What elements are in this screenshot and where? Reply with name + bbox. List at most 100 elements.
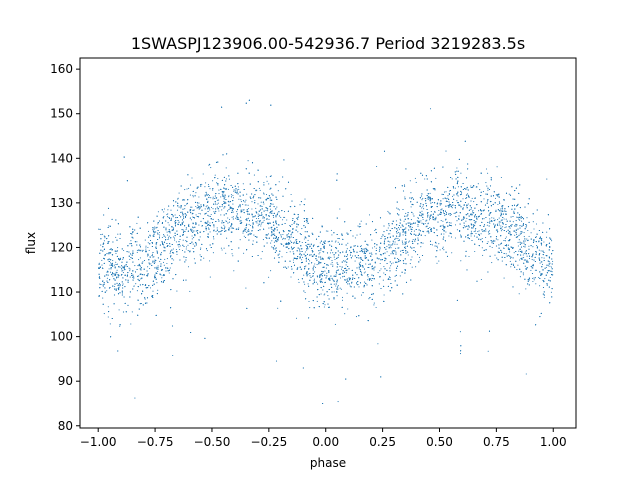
data-point: [442, 211, 445, 213]
data-point: [164, 258, 166, 260]
data-point: [420, 220, 422, 222]
data-point: [349, 250, 351, 252]
data-point: [336, 272, 338, 274]
data-point: [220, 196, 222, 198]
data-point: [491, 246, 493, 249]
data-point: [166, 216, 169, 218]
data-point: [459, 234, 462, 236]
data-point: [319, 242, 321, 244]
data-point: [526, 238, 528, 240]
data-point: [139, 250, 141, 252]
data-point: [444, 215, 446, 217]
data-point: [346, 283, 349, 285]
data-point: [523, 259, 525, 261]
data-point: [421, 222, 423, 224]
data-point: [512, 263, 514, 265]
data-point: [310, 244, 312, 246]
data-point: [497, 219, 499, 221]
data-point: [199, 184, 202, 186]
data-point: [223, 247, 225, 249]
data-point: [227, 217, 229, 219]
data-point: [116, 282, 118, 284]
data-point: [507, 244, 510, 246]
data-point: [273, 241, 275, 243]
data-point: [394, 241, 396, 243]
data-point: [226, 237, 228, 239]
data-point: [524, 251, 526, 253]
data-point: [218, 210, 220, 212]
data-point: [268, 227, 270, 229]
data-point: [421, 207, 423, 209]
data-point: [487, 350, 489, 352]
data-point: [243, 252, 245, 254]
data-point: [378, 258, 380, 260]
data-point: [347, 242, 349, 244]
data-point: [429, 108, 432, 110]
data-point: [400, 219, 402, 221]
data-point: [354, 245, 356, 247]
data-point: [498, 222, 500, 224]
data-point: [431, 244, 434, 246]
data-point: [467, 194, 469, 196]
data-point: [449, 190, 451, 192]
data-point: [494, 197, 497, 199]
data-point: [265, 215, 267, 217]
data-point: [173, 259, 175, 261]
data-point: [168, 235, 170, 237]
data-point: [305, 265, 307, 267]
data-point: [103, 240, 105, 242]
data-point: [337, 285, 339, 287]
data-point: [346, 248, 348, 250]
data-point: [152, 229, 154, 231]
data-point: [232, 194, 234, 196]
data-point: [178, 246, 180, 248]
data-point: [466, 217, 468, 219]
data-point: [371, 258, 373, 261]
data-point: [448, 222, 450, 224]
data-point: [238, 205, 240, 207]
data-point: [307, 239, 309, 241]
data-point: [525, 288, 527, 290]
data-point: [470, 230, 472, 232]
data-point: [149, 267, 151, 270]
data-point: [122, 272, 124, 274]
data-point: [376, 165, 378, 168]
data-point: [403, 220, 405, 222]
data-point: [299, 251, 301, 253]
data-point: [283, 216, 285, 218]
data-point: [328, 256, 330, 258]
data-point: [183, 229, 185, 231]
data-point: [337, 401, 339, 403]
data-point: [213, 226, 215, 228]
data-point: [360, 294, 363, 296]
data-point: [177, 197, 179, 199]
data-point: [335, 285, 337, 287]
data-point: [115, 271, 117, 273]
data-point: [290, 240, 292, 242]
data-point: [111, 273, 113, 275]
data-point: [220, 247, 222, 249]
data-point: [526, 224, 528, 226]
data-point: [368, 263, 370, 265]
data-point: [295, 317, 298, 319]
data-point: [174, 221, 176, 223]
data-point: [486, 224, 488, 226]
data-point: [115, 261, 117, 263]
data-point: [174, 239, 176, 241]
data-point: [466, 188, 468, 190]
data-point: [450, 213, 452, 215]
data-point: [345, 264, 347, 266]
data-point: [331, 262, 333, 264]
data-point: [247, 204, 249, 206]
data-point: [549, 262, 551, 264]
data-point: [417, 237, 419, 239]
data-point: [500, 219, 502, 221]
data-point: [550, 266, 553, 268]
data-point: [442, 224, 444, 226]
data-point: [443, 249, 445, 251]
data-point: [267, 210, 269, 212]
data-point: [192, 194, 194, 196]
data-point: [198, 212, 200, 215]
data-point: [287, 244, 289, 246]
